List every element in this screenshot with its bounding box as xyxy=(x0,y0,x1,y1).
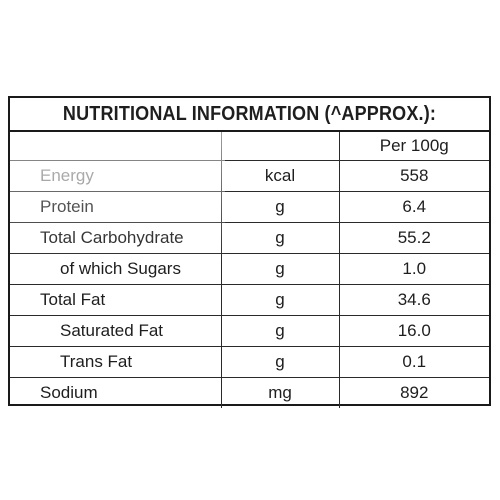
nutrition-panel: NUTRITIONAL INFORMATION (^APPROX.): Per … xyxy=(8,96,491,408)
table-row-protein: Protein g 6.4 xyxy=(10,191,489,223)
nutrient-value: 558 xyxy=(338,160,489,192)
nutrient-unit: g xyxy=(220,253,339,285)
nutrition-table: Per 100g Energy kcal 558 Protein g 6.4 T… xyxy=(10,132,489,408)
table-row-saturated-fat: Saturated Fat g 16.0 xyxy=(10,315,489,347)
table-row-total-fat: Total Fat g 34.6 xyxy=(10,284,489,316)
nutrient-unit: g xyxy=(220,191,339,223)
title-divider xyxy=(10,130,489,132)
header-nutrient-cell xyxy=(10,132,221,161)
nutrient-name: Energy xyxy=(10,160,221,192)
table-row-trans-fat: Trans Fat g 0.1 xyxy=(10,346,489,378)
nutrient-value: 34.6 xyxy=(338,284,489,316)
header-unit-cell xyxy=(220,132,339,161)
nutrient-value: 892 xyxy=(338,377,489,408)
table-header-row: Per 100g xyxy=(10,132,489,161)
header-per-100g: Per 100g xyxy=(338,132,489,161)
nutrient-value: 55.2 xyxy=(338,222,489,254)
nutrient-name: Protein xyxy=(10,191,221,223)
nutrient-value: 16.0 xyxy=(338,315,489,347)
nutrient-name: Trans Fat xyxy=(10,346,221,378)
panel-title: NUTRITIONAL INFORMATION (^APPROX.): xyxy=(62,103,437,125)
table-row-energy: Energy kcal 558 xyxy=(10,160,489,192)
nutrient-name: Total Carbohydrate xyxy=(10,222,221,254)
table-row-sugars: of which Sugars g 1.0 xyxy=(10,253,489,285)
nutrient-name: Saturated Fat xyxy=(10,315,221,347)
table-row-sodium: Sodium mg 892 xyxy=(10,377,489,408)
nutrient-value: 0.1 xyxy=(338,346,489,378)
nutrient-unit: mg xyxy=(220,377,339,408)
nutrient-value: 6.4 xyxy=(338,191,489,223)
nutrient-name: of which Sugars xyxy=(10,253,221,285)
nutrient-name: Sodium xyxy=(10,377,221,408)
nutrient-name: Total Fat xyxy=(10,284,221,316)
table-row-total-carbohydrate: Total Carbohydrate g 55.2 xyxy=(10,222,489,254)
nutrient-unit: g xyxy=(220,222,339,254)
nutrient-unit: g xyxy=(220,315,339,347)
nutrient-value: 1.0 xyxy=(338,253,489,285)
nutrient-unit: kcal xyxy=(220,160,339,192)
nutrient-unit: g xyxy=(220,284,339,316)
nutrient-unit: g xyxy=(220,346,339,378)
